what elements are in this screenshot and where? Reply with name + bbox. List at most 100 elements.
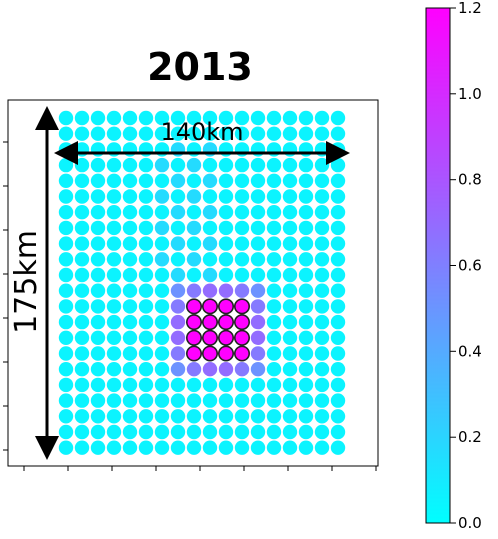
- data-point: [266, 409, 282, 424]
- data-point: [218, 126, 234, 141]
- data-point: [266, 299, 282, 314]
- data-point: [298, 110, 314, 126]
- data-point: [298, 189, 314, 204]
- data-point: [266, 189, 282, 204]
- data-point: [122, 440, 138, 455]
- data-point: [74, 314, 90, 330]
- data-point: [330, 393, 346, 408]
- data-point: [58, 126, 74, 141]
- data-point: [250, 173, 266, 188]
- data-point: [170, 157, 186, 173]
- data-point: [298, 220, 314, 236]
- data-point: [186, 424, 202, 440]
- data-point: [138, 314, 154, 330]
- data-point: [202, 236, 218, 251]
- data-point: [170, 252, 186, 267]
- data-point: [154, 377, 170, 393]
- data-point: [234, 205, 250, 220]
- data-point: [202, 393, 218, 408]
- data-point: [218, 110, 234, 126]
- data-point: [298, 205, 314, 220]
- data-point: [74, 173, 90, 188]
- data-point: [266, 393, 282, 408]
- data-point: [234, 409, 250, 424]
- data-point: [282, 220, 298, 236]
- data-point: [202, 314, 219, 331]
- data-point: [186, 236, 202, 251]
- data-point: [186, 283, 202, 298]
- data-point: [122, 330, 138, 345]
- data-point: [234, 110, 250, 126]
- data-point: [218, 424, 234, 440]
- data-point: [154, 173, 170, 188]
- data-point: [218, 298, 235, 315]
- data-point: [122, 346, 138, 361]
- data-point: [218, 362, 234, 377]
- data-point: [106, 299, 122, 314]
- data-point: [106, 126, 122, 141]
- data-point: [250, 362, 266, 377]
- data-point: [106, 236, 122, 251]
- data-point: [138, 236, 154, 251]
- data-point: [186, 329, 203, 346]
- data-point: [154, 110, 170, 126]
- data-point: [170, 362, 186, 377]
- data-point: [298, 314, 314, 330]
- data-point: [74, 205, 90, 220]
- data-point: [250, 220, 266, 236]
- data-point: [266, 283, 282, 298]
- data-point: [122, 409, 138, 424]
- data-point: [218, 157, 234, 173]
- data-point: [202, 283, 218, 298]
- data-point: [234, 189, 250, 204]
- data-point: [74, 299, 90, 314]
- data-point: [330, 236, 346, 251]
- data-point: [250, 283, 266, 298]
- data-point: [186, 157, 202, 173]
- data-point: [74, 362, 90, 377]
- colorbar-tick-label: 1.2: [458, 0, 482, 17]
- colorbar: [425, 7, 451, 524]
- data-point: [106, 314, 122, 330]
- data-point: [90, 220, 106, 236]
- data-point: [234, 440, 250, 455]
- data-point: [298, 377, 314, 393]
- data-point: [138, 440, 154, 455]
- data-point: [282, 346, 298, 361]
- data-point: [330, 299, 346, 314]
- data-point: [138, 393, 154, 408]
- data-point: [218, 220, 234, 236]
- data-point: [90, 236, 106, 251]
- colorbar-tick-label: 0.2: [458, 428, 482, 446]
- data-point: [330, 314, 346, 330]
- data-point: [234, 314, 251, 331]
- data-point: [266, 362, 282, 377]
- data-point: [170, 236, 186, 251]
- data-point: [186, 189, 202, 204]
- data-point: [154, 409, 170, 424]
- data-point: [138, 424, 154, 440]
- data-point: [234, 267, 250, 283]
- data-point: [74, 330, 90, 345]
- data-point: [282, 409, 298, 424]
- data-point: [314, 236, 330, 251]
- data-point: [106, 173, 122, 188]
- data-point: [90, 346, 106, 361]
- data-point: [282, 126, 298, 141]
- data-point: [58, 220, 74, 236]
- data-point: [282, 252, 298, 267]
- data-point: [266, 220, 282, 236]
- data-point: [154, 440, 170, 455]
- data-point: [74, 377, 90, 393]
- data-point: [122, 252, 138, 267]
- data-point: [282, 110, 298, 126]
- data-point: [218, 252, 234, 267]
- data-point: [218, 283, 234, 298]
- data-point: [282, 424, 298, 440]
- data-point: [314, 346, 330, 361]
- data-point: [186, 440, 202, 455]
- data-point: [58, 205, 74, 220]
- colorbar-tick-label: 0.8: [458, 171, 482, 189]
- data-point: [122, 267, 138, 283]
- data-point: [218, 189, 234, 204]
